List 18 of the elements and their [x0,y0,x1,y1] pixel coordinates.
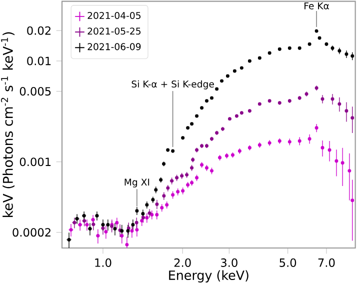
y-tick-label: 0.01 [27,56,51,66]
legend-label: 2021-05-25 [88,28,140,35]
y-axis-title: keV (Photons cm$^{-2}$ s$^{-1}$ keV$^{-1}$) [0,32,14,218]
annotation: Fe Kα [304,2,329,10]
y-tick-label: 0.0002 [12,228,50,237]
x-tick-label: 1.0 [95,258,112,267]
x-tick-label: 3.0 [220,258,238,267]
x-tick-label: 7.0 [318,258,335,267]
y-tick-label: 0.001 [20,158,51,166]
x-axis-title: Energy (keV) [169,270,248,282]
legend-label: 2021-04-05 [88,12,140,20]
x-tick-label: 2.0 [174,258,191,267]
annotation: Si K-α + Si K-edge [132,80,214,90]
x-tick-label: 5.0 [280,258,296,267]
legend-label: 2021-06-09 [88,43,141,50]
y-tick-label: 0.005 [20,87,51,96]
y-tick-label: 0.02 [27,26,50,35]
annotation: Mg XI [124,178,150,188]
